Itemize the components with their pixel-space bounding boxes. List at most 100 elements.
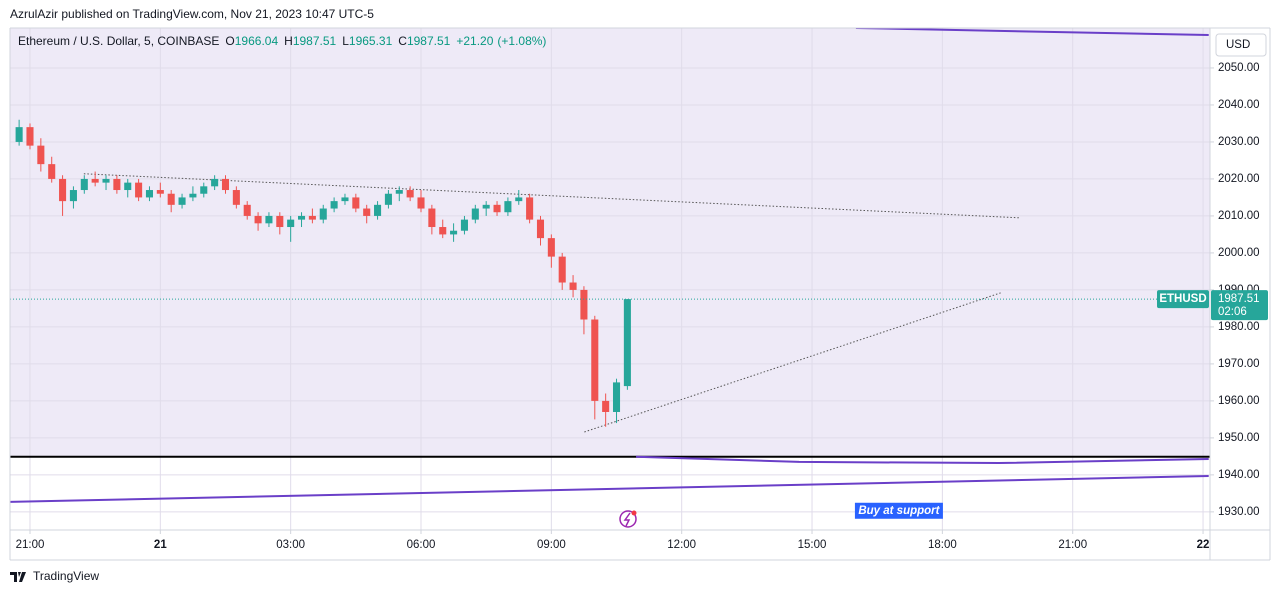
ohlc-value: 1966.04 bbox=[235, 34, 279, 48]
y-tick-label: 2010.00 bbox=[1218, 210, 1260, 222]
candle-body bbox=[80, 178, 88, 191]
x-tick-label: 15:00 bbox=[798, 539, 827, 551]
candle-body bbox=[428, 208, 436, 228]
price-box bbox=[1211, 290, 1268, 321]
candle-body bbox=[15, 127, 23, 142]
change-pct: (+1.08%) bbox=[497, 34, 546, 48]
ohlc-key: L bbox=[342, 34, 349, 48]
candle-body bbox=[439, 227, 447, 235]
candle-body bbox=[178, 197, 186, 205]
plot-layer bbox=[10, 28, 1210, 530]
candle-body bbox=[254, 215, 262, 224]
ohlc-value: 1987.51 bbox=[407, 34, 451, 48]
symbol-label: ETHUSD bbox=[1159, 293, 1206, 305]
trend-line bbox=[10, 474, 1209, 503]
ohlc-key: H bbox=[284, 34, 293, 48]
trend-line bbox=[636, 455, 1209, 465]
y-tick-label: 2000.00 bbox=[1218, 247, 1260, 259]
candle-body bbox=[352, 197, 360, 209]
brand-logo bbox=[10, 572, 26, 582]
candle-body bbox=[211, 178, 219, 187]
candle-body bbox=[471, 208, 479, 220]
candle-body bbox=[91, 178, 99, 183]
candle-body bbox=[623, 299, 631, 387]
brand: TradingView bbox=[33, 569, 99, 583]
candle-body bbox=[37, 145, 45, 165]
y-tick-label: 1960.00 bbox=[1218, 395, 1260, 407]
candle-body bbox=[124, 182, 132, 191]
candle-body bbox=[547, 238, 555, 257]
candle-body bbox=[167, 193, 175, 205]
candle-body bbox=[526, 197, 534, 220]
y-tick-label: 1950.00 bbox=[1218, 432, 1260, 444]
x-tick-label: 22 bbox=[1197, 539, 1210, 551]
symbol-box bbox=[1157, 290, 1209, 309]
candle-body bbox=[504, 201, 512, 213]
candle-body bbox=[374, 204, 382, 216]
candle-body bbox=[145, 190, 153, 198]
candle-body bbox=[276, 215, 284, 228]
currency[interactable]: USD bbox=[1226, 39, 1250, 51]
y-tick-label: 1930.00 bbox=[1218, 506, 1260, 518]
annotation-box bbox=[854, 502, 943, 519]
candle-body bbox=[395, 190, 403, 194]
candle-body bbox=[493, 204, 501, 213]
ohlc-value: 1965.31 bbox=[349, 34, 393, 48]
candle-body bbox=[48, 164, 56, 179]
candle-body bbox=[602, 400, 610, 412]
price-label: 1987.51 bbox=[1218, 293, 1260, 305]
candle-body bbox=[26, 127, 34, 146]
x-tick-label: 06:00 bbox=[407, 539, 436, 551]
candle-body bbox=[189, 193, 197, 198]
legend-title: Ethereum / U.S. Dollar, 5, COINBASE bbox=[18, 34, 219, 48]
plot-area bbox=[10, 28, 1210, 530]
candle-body bbox=[450, 230, 458, 235]
byline: AzrulAzir published on TradingView.com, … bbox=[10, 7, 374, 21]
candle-body bbox=[265, 215, 273, 224]
shaded-zone bbox=[10, 28, 1210, 457]
currency-button[interactable] bbox=[1215, 33, 1267, 57]
candle-body bbox=[330, 201, 338, 209]
y-tick-label: 2040.00 bbox=[1218, 99, 1260, 111]
candle-body bbox=[341, 197, 349, 202]
candle-body bbox=[287, 219, 295, 228]
candle-body bbox=[308, 215, 316, 220]
candle-body bbox=[232, 190, 240, 205]
candle-body bbox=[580, 289, 588, 320]
candle-body bbox=[156, 190, 164, 194]
candle-body bbox=[406, 190, 414, 198]
annotation: Buy at support bbox=[858, 505, 940, 517]
x-tick-label: 09:00 bbox=[537, 539, 566, 551]
trend-line bbox=[855, 28, 1209, 37]
candle-body bbox=[59, 178, 67, 202]
candle-body bbox=[515, 197, 523, 202]
candle-body bbox=[417, 197, 425, 209]
y-tick-label: 1980.00 bbox=[1218, 321, 1260, 333]
ohlc-value: 1987.51 bbox=[293, 34, 337, 48]
candle-body bbox=[221, 178, 230, 191]
y-tick-label: 1970.00 bbox=[1218, 358, 1260, 370]
legend: Ethereum / U.S. Dollar, 5, COINBASE O1966… bbox=[18, 34, 546, 48]
x-tick-label: 21:00 bbox=[1058, 539, 1087, 551]
change: +21.20 bbox=[456, 34, 493, 48]
candle-body bbox=[200, 186, 208, 194]
ohlc-key: O bbox=[225, 34, 234, 48]
candle-body bbox=[384, 193, 392, 205]
candle-body bbox=[612, 382, 621, 412]
replay-icon[interactable] bbox=[619, 510, 637, 528]
y-tick-label: 2050.00 bbox=[1218, 62, 1260, 74]
candle-body bbox=[591, 319, 599, 401]
x-tick-label: 21 bbox=[154, 539, 167, 551]
candle-body bbox=[536, 219, 545, 239]
candle-body bbox=[363, 208, 371, 216]
x-tick-label: 21:00 bbox=[16, 539, 45, 551]
candle-body bbox=[319, 208, 327, 220]
candle-body bbox=[460, 219, 468, 231]
candle-body bbox=[243, 204, 251, 216]
y-tick-label: 2020.00 bbox=[1218, 173, 1260, 185]
y-tick-label: 2030.00 bbox=[1218, 136, 1260, 148]
candle-body bbox=[569, 282, 577, 290]
candle-body bbox=[297, 215, 306, 220]
x-tick-label: 18:00 bbox=[928, 539, 957, 551]
